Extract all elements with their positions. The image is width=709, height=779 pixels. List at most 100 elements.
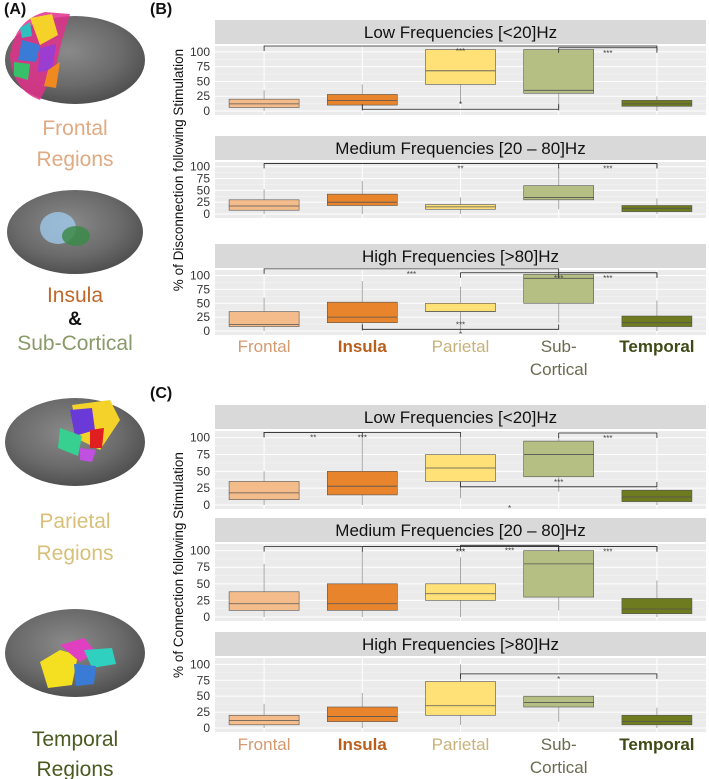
facet-strip <box>215 632 706 656</box>
frontal-regions-label-2: Regions <box>36 148 113 171</box>
y-tick-label: 25 <box>197 195 211 209</box>
box-subcortical <box>523 695 595 708</box>
box-subcortical <box>523 440 595 478</box>
subcortical-label: Sub-Cortical <box>17 332 133 355</box>
y-tick-label: 25 <box>197 593 211 607</box>
facet-strip <box>215 136 706 160</box>
facet-title: High Frequencies [>80]Hz <box>362 635 559 654</box>
significance-bracket <box>460 481 658 488</box>
x-category-label: Parietal <box>432 337 490 356</box>
box-parietal <box>425 49 496 85</box>
y-tick-label: 50 <box>197 464 211 478</box>
frontal-brain-image <box>5 12 145 104</box>
significance-stars: *** <box>603 548 612 557</box>
y-tick-label: 100 <box>190 544 210 558</box>
facet-title: High Frequencies [>80]Hz <box>362 247 559 266</box>
box-insula <box>326 583 398 611</box>
significance-stars: * <box>557 675 560 684</box>
x-category-label: Temporal <box>619 337 694 356</box>
y-tick-label: 100 <box>190 45 210 59</box>
facet-b-2: Medium Frequencies [20 – 80]Hz 0255075100… <box>190 136 706 221</box>
box-frontal <box>228 591 300 611</box>
x-category-label: Temporal <box>619 735 694 754</box>
box-subcortical <box>523 274 595 304</box>
facet-strip <box>215 518 706 542</box>
significance-stars: ** <box>310 433 316 442</box>
parietal-regions-label-2: Regions <box>36 542 113 565</box>
y-axis-label: % of Connection following Stimulation <box>171 452 186 678</box>
significance-bracket <box>558 272 658 278</box>
y-tick-label: 25 <box>197 481 211 495</box>
box-temporal <box>621 100 693 107</box>
significance-bracket <box>361 324 560 330</box>
y-tick-label: 0 <box>203 498 210 512</box>
y-tick-label: 75 <box>197 673 211 687</box>
x-category-label: Cortical <box>530 360 588 379</box>
significance-stars: *** <box>407 270 416 279</box>
panel-label-a: (A) <box>4 1 26 18</box>
box-frontal <box>228 199 300 211</box>
box-frontal <box>228 98 300 108</box>
panel-label-b: (B) <box>150 1 172 18</box>
significance-bracket <box>361 104 560 110</box>
box-temporal <box>621 714 693 726</box>
parietal-brain-image <box>5 398 145 486</box>
box-insula <box>326 301 398 323</box>
significance-stars: * <box>459 100 462 109</box>
box-subcortical <box>523 49 595 94</box>
box-insula <box>326 471 398 496</box>
parietal-regions-label: Parietal <box>39 510 110 533</box>
box-parietal <box>425 302 496 312</box>
temporal-regions-label: Temporal <box>32 728 118 751</box>
y-axis-label: % of Disconnection following Stimulation <box>171 49 186 291</box>
facet-strip <box>215 405 706 429</box>
box-insula <box>326 94 398 106</box>
significance-bracket <box>558 432 658 439</box>
significance-stars: *** <box>456 47 465 56</box>
significance-stars: *** <box>456 548 465 557</box>
x-category-label: Insula <box>338 337 388 356</box>
y-tick-label: 0 <box>203 104 210 118</box>
significance-stars: *** <box>358 433 367 442</box>
temporal-regions-label-2: Regions <box>36 758 113 779</box>
temporal-brain-image <box>5 609 145 697</box>
y-tick-label: 50 <box>197 183 211 197</box>
facet-strip <box>215 244 706 268</box>
box-temporal <box>621 489 693 502</box>
box-frontal <box>228 311 300 327</box>
significance-stars: * <box>508 504 511 513</box>
y-tick-label: 25 <box>197 89 211 103</box>
box-subcortical <box>523 550 595 598</box>
x-category-label: Cortical <box>530 758 588 777</box>
box-parietal <box>425 681 496 716</box>
significance-stars: *** <box>603 434 612 443</box>
facet-c-2: Medium Frequencies [20 – 80]Hz 0 25 50 75 100… <box>190 518 706 624</box>
facet-c-3: High Frequencies [>80]Hz 0 25 50 75 100 * <box>190 632 706 735</box>
significance-stars: ** <box>457 164 463 173</box>
x-category-label: Sub- <box>541 337 577 356</box>
y-tick-label: 75 <box>197 560 211 574</box>
y-tick-label: 25 <box>197 310 211 324</box>
y-tick-label: 50 <box>197 296 211 310</box>
significance-bracket <box>558 47 658 53</box>
box-insula <box>326 193 398 206</box>
facet-strip <box>215 20 706 44</box>
x-category-label: Frontal <box>238 735 291 754</box>
y-tick-label: 100 <box>190 431 210 445</box>
significance-stars: *** <box>603 49 612 58</box>
insula-brain-image <box>7 190 143 274</box>
box-subcortical <box>523 185 595 201</box>
significance-bracket <box>263 268 560 274</box>
significance-stars: *** <box>603 164 612 173</box>
significance-bracket <box>263 431 461 438</box>
x-category-label: Insula <box>338 735 388 754</box>
y-tick-label: 0 <box>203 721 210 735</box>
panel-label-c: (C) <box>150 385 172 402</box>
facet-title: Low Frequencies [<20]Hz <box>364 23 557 42</box>
box-temporal <box>621 315 693 327</box>
facet-title: Medium Frequencies [20 – 80]Hz <box>335 139 585 158</box>
facet-title: Low Frequencies [<20]Hz <box>364 408 557 427</box>
ampersand-label: & <box>68 309 82 330</box>
